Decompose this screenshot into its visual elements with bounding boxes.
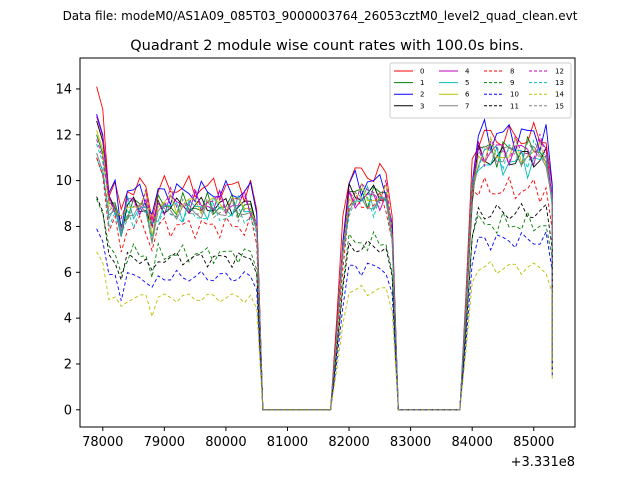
legend-label-13: 13 (555, 79, 564, 87)
x-offset-label: +3.331e8 (511, 455, 575, 470)
chart-suptitle: Data file: modeM0/AS1A09_085T03_90000037… (63, 9, 578, 23)
legend-label-0: 0 (420, 68, 424, 76)
legend-label-1: 1 (420, 79, 424, 87)
legend-box (389, 62, 572, 119)
chart-title: Quadrant 2 module wise count rates with … (130, 38, 524, 54)
legend-label-12: 12 (555, 68, 564, 76)
y-tick-label: 0 (64, 403, 72, 418)
legend-label-8: 8 (510, 68, 514, 76)
y-tick-label: 6 (64, 266, 72, 281)
legend-label-10: 10 (510, 91, 519, 99)
legend-label-15: 15 (555, 102, 564, 110)
x-tick-label: 82000 (328, 435, 369, 450)
legend-label-14: 14 (555, 91, 564, 99)
x-tick-label: 80000 (205, 435, 246, 450)
legend-label-6: 6 (465, 91, 470, 99)
series-line-13 (96, 139, 553, 411)
y-tick-label: 4 (64, 312, 72, 327)
legend-label-2: 2 (420, 91, 424, 99)
x-axis: 78000 79000 80000 81000 82000 83000 84000 85000 (82, 427, 554, 450)
x-tick-label: 85000 (513, 435, 554, 450)
series-layer (96, 86, 553, 411)
x-tick-label: 78000 (82, 435, 123, 450)
series-line-14 (96, 251, 553, 411)
y-tick-label: 12 (55, 128, 72, 143)
legend-label-4: 4 (465, 68, 470, 76)
legend-label-11: 11 (510, 102, 519, 110)
y-tick-label: 2 (64, 357, 72, 372)
y-axis: 0 2 4 6 8 10 12 14 (55, 82, 80, 418)
y-tick-label: 10 (55, 174, 72, 189)
legend-label-3: 3 (420, 102, 424, 110)
y-tick-label: 14 (55, 82, 72, 97)
y-tick-label: 8 (64, 220, 72, 235)
x-tick-label: 83000 (390, 435, 431, 450)
x-tick-label: 84000 (452, 435, 493, 450)
legend-label-9: 9 (510, 79, 514, 87)
x-tick-label: 79000 (144, 435, 185, 450)
x-tick-label: 81000 (267, 435, 308, 450)
legend-label-7: 7 (465, 102, 469, 110)
plot-frame (79, 57, 576, 428)
legend-label-5: 5 (465, 79, 469, 87)
